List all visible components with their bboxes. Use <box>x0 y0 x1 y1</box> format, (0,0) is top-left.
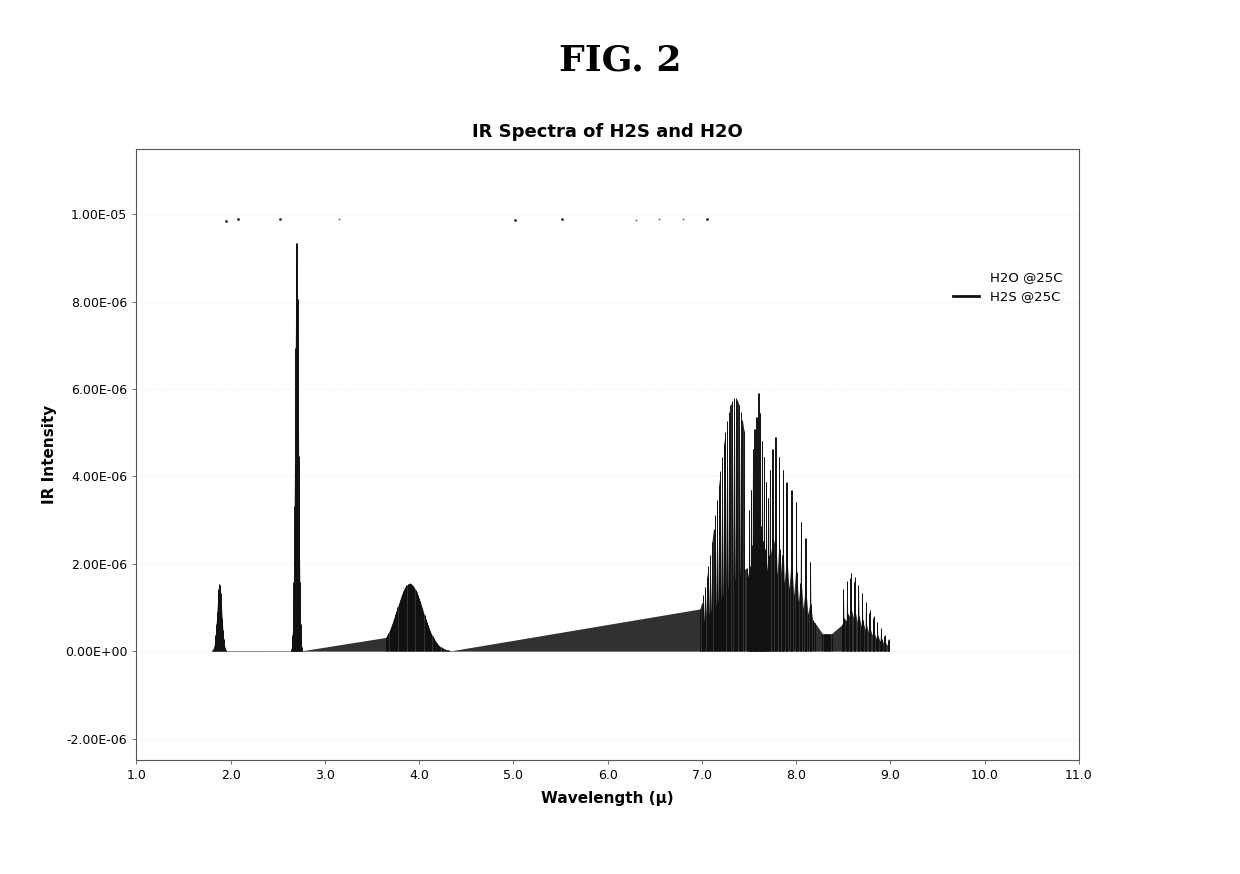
X-axis label: Wavelength (μ): Wavelength (μ) <box>542 791 673 806</box>
Point <box>329 212 348 226</box>
Point <box>673 212 693 226</box>
Point <box>270 212 290 226</box>
Legend: H2O @25C, H2S @25C: H2O @25C, H2S @25C <box>947 266 1068 309</box>
Point <box>697 212 717 226</box>
Point <box>650 212 670 225</box>
Title: IR Spectra of H2S and H2O: IR Spectra of H2S and H2O <box>472 123 743 142</box>
Point <box>228 212 248 225</box>
Point <box>506 212 526 226</box>
Point <box>553 212 573 225</box>
Text: FIG. 2: FIG. 2 <box>559 44 681 78</box>
Point <box>626 212 646 226</box>
Point <box>216 213 236 227</box>
Y-axis label: IR Intensity: IR Intensity <box>41 405 57 504</box>
